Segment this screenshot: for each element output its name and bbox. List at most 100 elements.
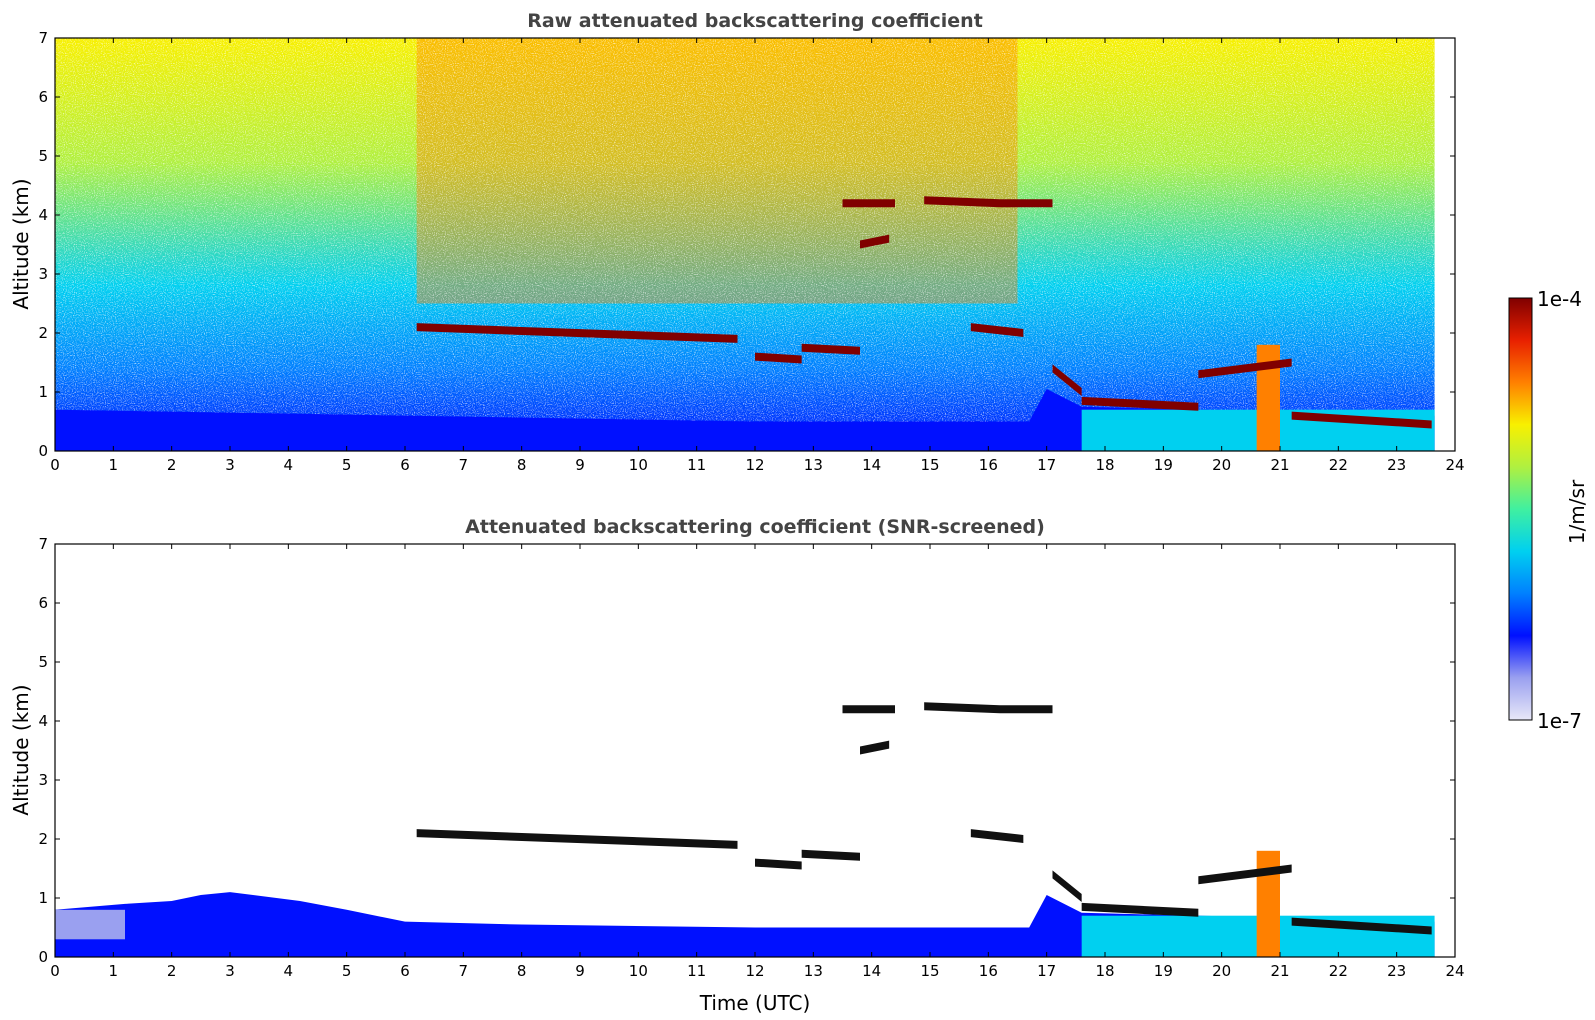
panel-screened-frame bbox=[54, 543, 1456, 958]
x-tick-label: 21 bbox=[1270, 962, 1289, 980]
x-tick-label: 24 bbox=[1445, 962, 1464, 980]
x-tick-label: 18 bbox=[1095, 456, 1114, 474]
x-tick-label: 24 bbox=[1445, 456, 1464, 474]
x-tick-label: 16 bbox=[979, 456, 998, 474]
x-tick-label: 18 bbox=[1095, 962, 1114, 980]
y-tick-label: 3 bbox=[38, 265, 48, 283]
screened-cloud-layer-6 bbox=[1000, 705, 1053, 714]
x-tick-label: 5 bbox=[342, 962, 352, 980]
cloud-layer-7 bbox=[970, 323, 1024, 337]
x-tick-label: 20 bbox=[1212, 456, 1231, 474]
screened-cloud-layer-9 bbox=[1081, 902, 1199, 917]
screened-cloud-layer-1 bbox=[755, 858, 802, 870]
x-tick-label: 2 bbox=[167, 962, 177, 980]
x-tick-label: 5 bbox=[342, 456, 352, 474]
x-tick-label: 14 bbox=[862, 962, 881, 980]
x-tick-label: 8 bbox=[517, 456, 527, 474]
x-tick-label: 17 bbox=[1037, 456, 1056, 474]
x-tick-label: 9 bbox=[575, 962, 585, 980]
x-tick-label: 1 bbox=[109, 456, 119, 474]
x-tick-label: 6 bbox=[400, 962, 410, 980]
y-tick-label: 4 bbox=[38, 206, 48, 224]
panel-raw-x-axis: 0 1 2 3 4 5 6 7 8 9 10 11 12 13 14 15 16 17 18 19 20 21 22 23 24 bbox=[50, 38, 1465, 474]
y-tick-label: 0 bbox=[38, 442, 48, 460]
y-tick-label: 6 bbox=[38, 594, 48, 612]
panel-raw-title: Raw attenuated backscattering coefficien… bbox=[527, 10, 983, 32]
y-tick-label: 7 bbox=[38, 535, 48, 553]
x-tick-label: 15 bbox=[920, 962, 939, 980]
x-tick-label: 12 bbox=[745, 456, 764, 474]
x-tick-label: 3 bbox=[225, 456, 235, 474]
x-tick-label: 13 bbox=[804, 962, 823, 980]
x-tick-label: 3 bbox=[225, 962, 235, 980]
cloud-layer-3 bbox=[842, 199, 895, 208]
x-tick-label: 19 bbox=[1154, 962, 1173, 980]
cloud-layer-6 bbox=[1000, 199, 1053, 208]
x-tick-label: 6 bbox=[400, 456, 410, 474]
x-tick-label: 8 bbox=[517, 962, 527, 980]
x-tick-label: 4 bbox=[284, 456, 294, 474]
x-tick-label: 0 bbox=[50, 962, 60, 980]
x-tick-label: 4 bbox=[284, 962, 294, 980]
x-tick-label: 17 bbox=[1037, 962, 1056, 980]
x-tick-label: 23 bbox=[1387, 456, 1406, 474]
x-tick-label: 12 bbox=[745, 962, 764, 980]
screened-boundary-layer-edge bbox=[55, 909, 125, 940]
cloud-layer-11 bbox=[1291, 411, 1432, 429]
screened-cloud-layer-7 bbox=[970, 829, 1024, 843]
x-tick-label: 11 bbox=[687, 456, 706, 474]
x-tick-label: 10 bbox=[629, 456, 648, 474]
panel-screened-y-axis: 0 1 2 3 4 5 6 7 bbox=[38, 535, 1455, 966]
panel-screened-y-axis-label: Altitude (km) bbox=[9, 684, 33, 815]
screened-cloud-layer-0 bbox=[416, 829, 738, 849]
panel-raw-plot-area bbox=[55, 38, 1435, 451]
panel-screened: Attenuated backscattering coefficient (S… bbox=[9, 516, 1465, 1015]
x-tick-label: 20 bbox=[1212, 962, 1231, 980]
panel-screened-x-axis: 0 1 2 3 4 5 6 7 8 9 10 11 12 13 14 15 16 17 18 19 20 21 22 23 24 bbox=[50, 544, 1465, 980]
y-tick-label: 2 bbox=[38, 830, 48, 848]
y-tick-label: 7 bbox=[38, 29, 48, 47]
cloud-layer-2 bbox=[801, 343, 860, 355]
y-tick-label: 1 bbox=[38, 889, 48, 907]
panel-raw-y-axis: 0 1 2 3 4 5 6 7 bbox=[38, 29, 1455, 460]
screened-cloud-layer-11 bbox=[1291, 917, 1432, 935]
cloud-layer-8 bbox=[1052, 364, 1082, 396]
x-tick-label: 22 bbox=[1329, 456, 1348, 474]
x-tick-label: 15 bbox=[920, 456, 939, 474]
screened-cloud-layer-3 bbox=[842, 705, 895, 714]
colorbar-max-label: 1e-4 bbox=[1537, 287, 1582, 311]
colorbar-min-label: 1e-7 bbox=[1537, 709, 1582, 733]
panel-screened-plot-area bbox=[55, 702, 1435, 957]
x-tick-label: 2 bbox=[167, 456, 177, 474]
cloud-layer-0 bbox=[416, 323, 738, 343]
screened-cloud-layer-8 bbox=[1052, 870, 1082, 902]
colorbar-unit-label: 1/m/sr bbox=[1565, 479, 1589, 544]
panel-raw-y-axis-label: Altitude (km) bbox=[9, 178, 33, 309]
x-tick-label: 21 bbox=[1270, 456, 1289, 474]
x-tick-label: 10 bbox=[629, 962, 648, 980]
screened-cloud-layer-2 bbox=[801, 849, 860, 861]
y-tick-label: 4 bbox=[38, 712, 48, 730]
x-tick-label: 9 bbox=[575, 456, 585, 474]
y-tick-label: 5 bbox=[38, 147, 48, 165]
screened-aerosol-plume bbox=[1256, 850, 1280, 957]
x-tick-label: 7 bbox=[459, 456, 469, 474]
x-tick-label: 13 bbox=[804, 456, 823, 474]
y-tick-label: 0 bbox=[38, 948, 48, 966]
colorbar-gradient bbox=[1508, 297, 1533, 721]
y-tick-label: 2 bbox=[38, 324, 48, 342]
x-tick-label: 11 bbox=[687, 962, 706, 980]
y-tick-label: 6 bbox=[38, 88, 48, 106]
screened-cloud-layer-5 bbox=[924, 702, 1000, 714]
speckle-overlay bbox=[55, 38, 1435, 434]
x-tick-label: 14 bbox=[862, 456, 881, 474]
cloud-layer-4 bbox=[860, 234, 890, 249]
screened-cloud-layer-10 bbox=[1198, 864, 1292, 885]
cloud-layer-5 bbox=[924, 196, 1000, 208]
cloud-layer-9 bbox=[1081, 396, 1199, 411]
x-tick-label: 19 bbox=[1154, 456, 1173, 474]
colorbar: 1e-4 1e-7 1/m/sr bbox=[1508, 287, 1589, 733]
y-tick-label: 3 bbox=[38, 771, 48, 789]
aerosol-plume bbox=[1256, 344, 1280, 451]
